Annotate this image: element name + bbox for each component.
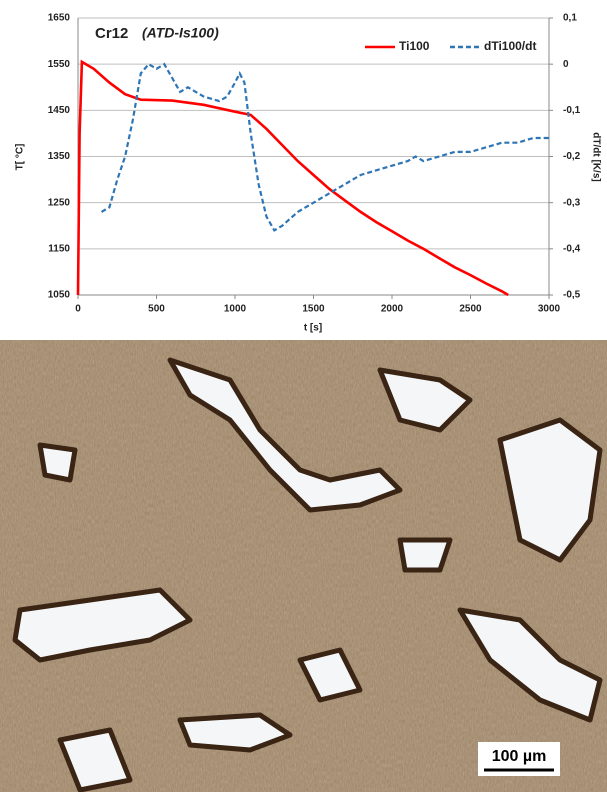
micrograph: 100 µm <box>0 340 607 792</box>
y-tick-label: 1150 <box>48 243 70 254</box>
chart-subtitle: (ATD-Is100) <box>142 25 219 41</box>
x-tick-label: 3000 <box>538 304 561 315</box>
x-axis-label: t [s] <box>304 323 322 334</box>
x-tick-label: 0 <box>75 304 81 315</box>
y2-tick-label: -0,1 <box>563 105 581 116</box>
y2-tick-label: -0,4 <box>563 243 581 254</box>
x-tick-label: 2000 <box>381 304 404 315</box>
x-tick-label: 1500 <box>302 304 325 315</box>
y-tick-label: 1050 <box>48 290 71 301</box>
y2-tick-label: -0,5 <box>563 290 581 301</box>
x-tick-label: 2500 <box>459 304 482 315</box>
y2-tick-label: 0,1 <box>563 13 577 24</box>
y-tick-label: 1350 <box>48 151 71 162</box>
y2-axis-label: dT/dt [K/s] <box>590 132 601 181</box>
y2-tick-label: 0 <box>563 59 569 70</box>
y-tick-label: 1650 <box>48 13 71 24</box>
y2-tick-label: -0,3 <box>563 197 581 208</box>
chart-title: Cr12 <box>95 25 128 42</box>
y-tick-label: 1250 <box>48 197 71 208</box>
legend-label: Ti100 <box>399 39 430 53</box>
scale-bar-label: 100 µm <box>492 748 547 765</box>
y-tick-label: 1550 <box>48 59 71 70</box>
y-axis-label: T[ °C] <box>15 144 26 171</box>
y-tick-label: 1450 <box>48 105 71 116</box>
legend-label: dTi100/dt <box>484 39 536 53</box>
y2-tick-label: -0,2 <box>563 151 581 162</box>
series-line <box>100 62 549 232</box>
x-tick-label: 500 <box>148 304 165 315</box>
x-tick-label: 1000 <box>224 304 247 315</box>
series-line <box>76 59 509 297</box>
